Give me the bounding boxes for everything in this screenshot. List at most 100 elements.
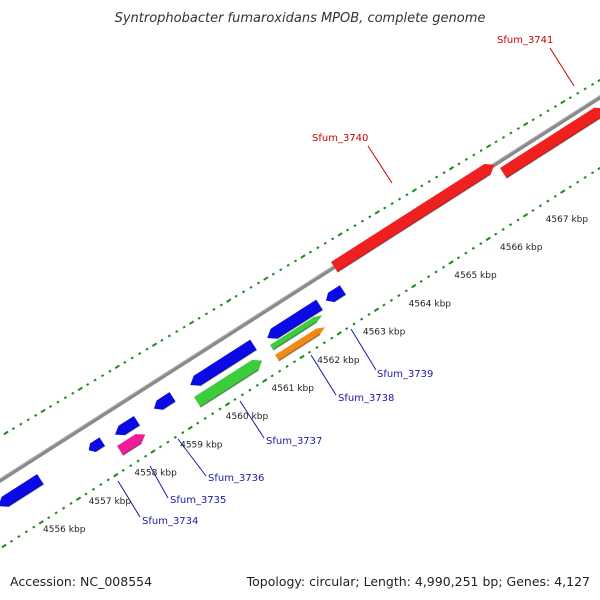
tick-mark bbox=[233, 398, 237, 402]
tick-mark bbox=[337, 232, 343, 237]
gene-arrow-blue-long-shade bbox=[199, 349, 258, 387]
kbp-label: 4560 kbp bbox=[226, 412, 269, 422]
backbone-highlight bbox=[0, 94, 600, 480]
kbp-label: 4564 kbp bbox=[409, 299, 452, 309]
tick-mark bbox=[405, 193, 409, 197]
tick-mark bbox=[32, 525, 36, 529]
gene-arrow-blue-mid bbox=[267, 299, 323, 339]
tick-mark bbox=[293, 259, 298, 263]
gene-arrow-blue-long bbox=[190, 339, 257, 386]
tick-mark bbox=[501, 227, 505, 231]
tick-mark bbox=[240, 393, 244, 397]
gene-arrow-sfum-3740-shade bbox=[337, 173, 492, 273]
tick-mark bbox=[522, 213, 529, 218]
gene-arrow-sfum-3735-shade bbox=[122, 442, 142, 456]
gene-label-sfum-3738[interactable]: Sfum_3738 bbox=[338, 393, 394, 404]
tick-mark bbox=[63, 396, 67, 400]
tick-mark bbox=[69, 501, 73, 505]
tick-mark bbox=[75, 496, 82, 501]
kbp-label: 4557 kbp bbox=[89, 497, 132, 507]
tick-mark bbox=[279, 268, 283, 272]
tick-mark bbox=[17, 535, 21, 539]
gene-label-sfum-3739[interactable]: Sfum_3739 bbox=[377, 369, 433, 380]
tick-mark bbox=[583, 175, 587, 179]
gene-arrow-sfum-3738-shade bbox=[278, 333, 321, 362]
tick-mark bbox=[442, 171, 446, 175]
tick-mark bbox=[509, 131, 513, 135]
tick-mark bbox=[93, 378, 97, 382]
gene-label-sfum-3735[interactable]: Sfum_3735 bbox=[170, 495, 226, 506]
tick-mark bbox=[411, 188, 418, 193]
tick-mark bbox=[523, 121, 529, 127]
gene-arrow-sfum-3741-shade bbox=[506, 117, 600, 179]
tick-mark bbox=[307, 350, 312, 354]
gene-label-sfum-3737[interactable]: Sfum_3737 bbox=[266, 436, 322, 447]
backbone-line bbox=[0, 95, 600, 483]
tick-mark bbox=[84, 492, 88, 496]
tick-mark bbox=[464, 251, 468, 255]
tick-mark bbox=[3, 430, 9, 436]
tick-mark bbox=[427, 275, 431, 279]
tick-mark bbox=[262, 378, 268, 383]
tick-mark bbox=[150, 449, 156, 454]
gene-label-sfum-3734[interactable]: Sfum_3734 bbox=[142, 516, 198, 527]
gene-arrow-blue-mid-shade bbox=[276, 309, 324, 340]
tick-mark bbox=[397, 294, 401, 298]
tick-mark bbox=[219, 303, 223, 307]
tick-mark bbox=[590, 171, 595, 175]
tick-mark bbox=[568, 96, 572, 100]
tick-mark bbox=[285, 364, 289, 368]
tick-mark bbox=[390, 202, 394, 206]
tick-mark bbox=[242, 290, 246, 294]
tick-mark bbox=[278, 369, 282, 373]
tick-mark bbox=[448, 260, 454, 265]
tick-mark bbox=[383, 206, 387, 210]
tick-mark bbox=[114, 364, 121, 370]
gene-arrow-sfum-3740 bbox=[331, 163, 495, 273]
tick-mark bbox=[427, 179, 431, 184]
gene-arrow-blue-small-1 bbox=[88, 437, 105, 452]
tick-mark bbox=[271, 272, 275, 276]
gene-arrow-sfum-3734 bbox=[0, 474, 44, 507]
tick-mark bbox=[300, 254, 306, 259]
tick-mark bbox=[9, 539, 14, 543]
callout-line-sfum-3739 bbox=[350, 328, 377, 371]
tick-mark bbox=[485, 236, 491, 242]
tick-mark bbox=[211, 412, 215, 416]
gene-arrow-sfum-3735 bbox=[117, 434, 146, 456]
tick-mark bbox=[224, 402, 231, 407]
genome-summary-text: Topology: circular; Length: 4,990,251 bp… bbox=[246, 574, 590, 589]
tick-mark bbox=[48, 405, 53, 409]
gene-label-sfum-3741[interactable]: Sfum_3741 bbox=[497, 35, 553, 46]
callout-line-sfum-3736 bbox=[177, 438, 207, 477]
tick-mark bbox=[441, 265, 446, 269]
gene-label-sfum-3736[interactable]: Sfum_3736 bbox=[208, 473, 264, 484]
tick-mark bbox=[166, 440, 170, 444]
gene-label-sfum-3740[interactable]: Sfum_3740 bbox=[312, 133, 368, 144]
tick-mark bbox=[479, 149, 483, 153]
tick-mark bbox=[249, 285, 253, 289]
tick-mark bbox=[448, 166, 455, 171]
gene-arrow-sfum-3737-shade bbox=[200, 369, 260, 408]
tick-mark bbox=[181, 431, 185, 435]
kbp-label: 4567 kbp bbox=[546, 215, 589, 225]
gene-features bbox=[0, 107, 600, 508]
tick-mark bbox=[590, 82, 595, 86]
kbp-label: 4558 kbp bbox=[134, 469, 177, 479]
accession-text: Accession: NC_008554 bbox=[10, 574, 153, 589]
tick-mark bbox=[597, 78, 600, 83]
tick-mark bbox=[360, 219, 364, 223]
callout-line-sfum-3735 bbox=[149, 465, 169, 499]
map-title: Syntrophobacter fumaroxidans MPOB, compl… bbox=[115, 11, 486, 26]
callout-line-sfum-3734 bbox=[117, 480, 141, 518]
tick-mark bbox=[129, 464, 133, 468]
tick-mark bbox=[583, 87, 587, 91]
tick-mark bbox=[173, 435, 177, 439]
tick-mark bbox=[1, 543, 7, 549]
tick-mark bbox=[345, 327, 349, 331]
kbp-label: 4566 kbp bbox=[500, 243, 543, 253]
tick-mark bbox=[330, 336, 334, 340]
gene-arrow-blue-small-1-shade bbox=[95, 445, 106, 453]
tick-mark bbox=[138, 352, 142, 356]
